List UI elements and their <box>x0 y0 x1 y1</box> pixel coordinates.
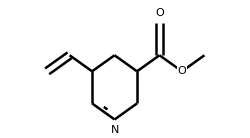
Text: O: O <box>155 8 164 18</box>
Text: N: N <box>110 125 119 135</box>
Text: O: O <box>178 66 186 76</box>
